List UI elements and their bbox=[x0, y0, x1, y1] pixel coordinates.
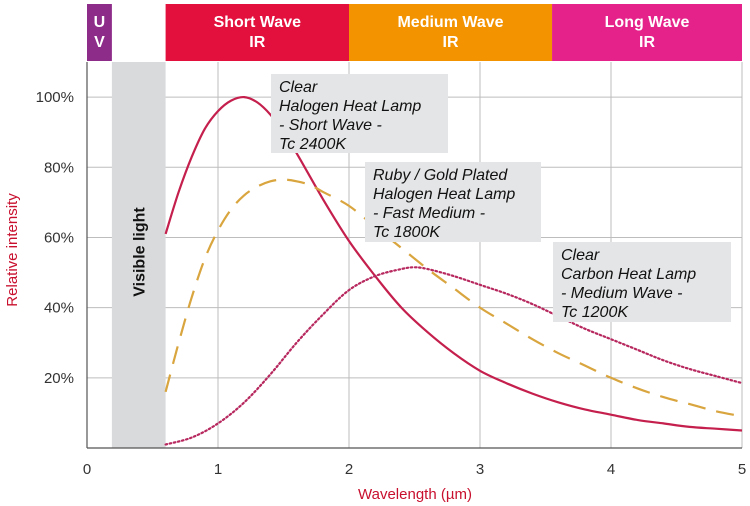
y-tick-label: 80% bbox=[44, 159, 74, 176]
callout-line: Halogen Heat Lamp bbox=[373, 186, 515, 203]
callout-line: Carbon Heat Lamp bbox=[561, 266, 696, 283]
callout-box-medium-wave-lamp bbox=[365, 162, 541, 242]
band-label-medium-wave: Medium Wave IR bbox=[397, 14, 503, 51]
band-label-line: U bbox=[94, 14, 106, 31]
callout-line: Clear bbox=[279, 79, 318, 96]
callout-line: Tc 2400K bbox=[279, 136, 347, 153]
callout-box-short-wave-lamp bbox=[271, 74, 448, 153]
x-tick-label: 0 bbox=[83, 461, 91, 478]
callout-line: Halogen Heat Lamp bbox=[279, 98, 421, 115]
band-short-wave bbox=[165, 4, 349, 61]
curve-long-wave-lamp bbox=[164, 266, 744, 446]
band-label-line: IR bbox=[249, 34, 265, 51]
y-tick-label: 40% bbox=[44, 300, 74, 317]
y-tick-label: 20% bbox=[44, 370, 74, 387]
callout-line: Tc 1800K bbox=[373, 224, 441, 241]
band-label-line: V bbox=[94, 34, 105, 51]
band-label-line: IR bbox=[443, 34, 459, 51]
band-uv bbox=[87, 4, 112, 61]
visible-light-label: Visible light bbox=[132, 207, 149, 297]
band-label-line: IR bbox=[639, 34, 655, 51]
callout-label-long-wave-lamp: Clear Carbon Heat Lamp - Medium Wave - Tc 1… bbox=[561, 247, 696, 321]
band-label-line: Long Wave bbox=[605, 14, 690, 31]
callout-line: Tc 1200K bbox=[561, 304, 629, 321]
callout-line: Clear bbox=[561, 247, 600, 264]
band-medium-wave bbox=[349, 4, 553, 61]
visible-light-band: Visible light bbox=[111, 62, 166, 448]
callout-line: Ruby / Gold Plated bbox=[373, 167, 508, 184]
callout-line: - Medium Wave - bbox=[561, 285, 683, 302]
band-label-short-wave: Short Wave IR bbox=[214, 14, 302, 51]
band-label-long-wave: Long Wave IR bbox=[605, 14, 690, 51]
x-tick-label: 1 bbox=[214, 461, 222, 478]
x-tick-label: 3 bbox=[476, 461, 484, 478]
curve-short-wave-lamp bbox=[164, 95, 743, 432]
axes: 0 1 2 3 4 5 20% 40% 60% 80% 100% bbox=[36, 62, 746, 478]
callout-line: - Short Wave - bbox=[279, 117, 382, 134]
x-axis-title: Wavelength (µm) bbox=[358, 486, 472, 503]
y-tick-label: 100% bbox=[36, 89, 74, 106]
callout-line: - Fast Medium - bbox=[373, 205, 485, 222]
band-label-line: Medium Wave bbox=[397, 14, 503, 31]
callout-label-medium-wave-lamp: Ruby / Gold Plated Halogen Heat Lamp - Fas… bbox=[373, 167, 515, 241]
band-label-line: Short Wave bbox=[214, 14, 302, 31]
x-tick-label: 4 bbox=[607, 461, 615, 478]
band-long-wave bbox=[552, 4, 742, 61]
y-axis-title: Relative intensity bbox=[4, 193, 21, 307]
x-tick-label: 2 bbox=[345, 461, 353, 478]
visible-light-region bbox=[111, 62, 166, 448]
y-tick-label: 60% bbox=[44, 229, 74, 246]
callout-box-long-wave-lamp bbox=[553, 242, 731, 322]
x-tick-label: 5 bbox=[738, 461, 746, 478]
series-callouts: Clear Halogen Heat Lamp - Short Wave - Tc 2… bbox=[271, 74, 731, 322]
callout-label-short-wave-lamp: Clear Halogen Heat Lamp - Short Wave - Tc 2… bbox=[279, 79, 421, 153]
spectral-bands: U V Short Wave IR Medium Wave IR Long Wave IR bbox=[87, 4, 742, 61]
